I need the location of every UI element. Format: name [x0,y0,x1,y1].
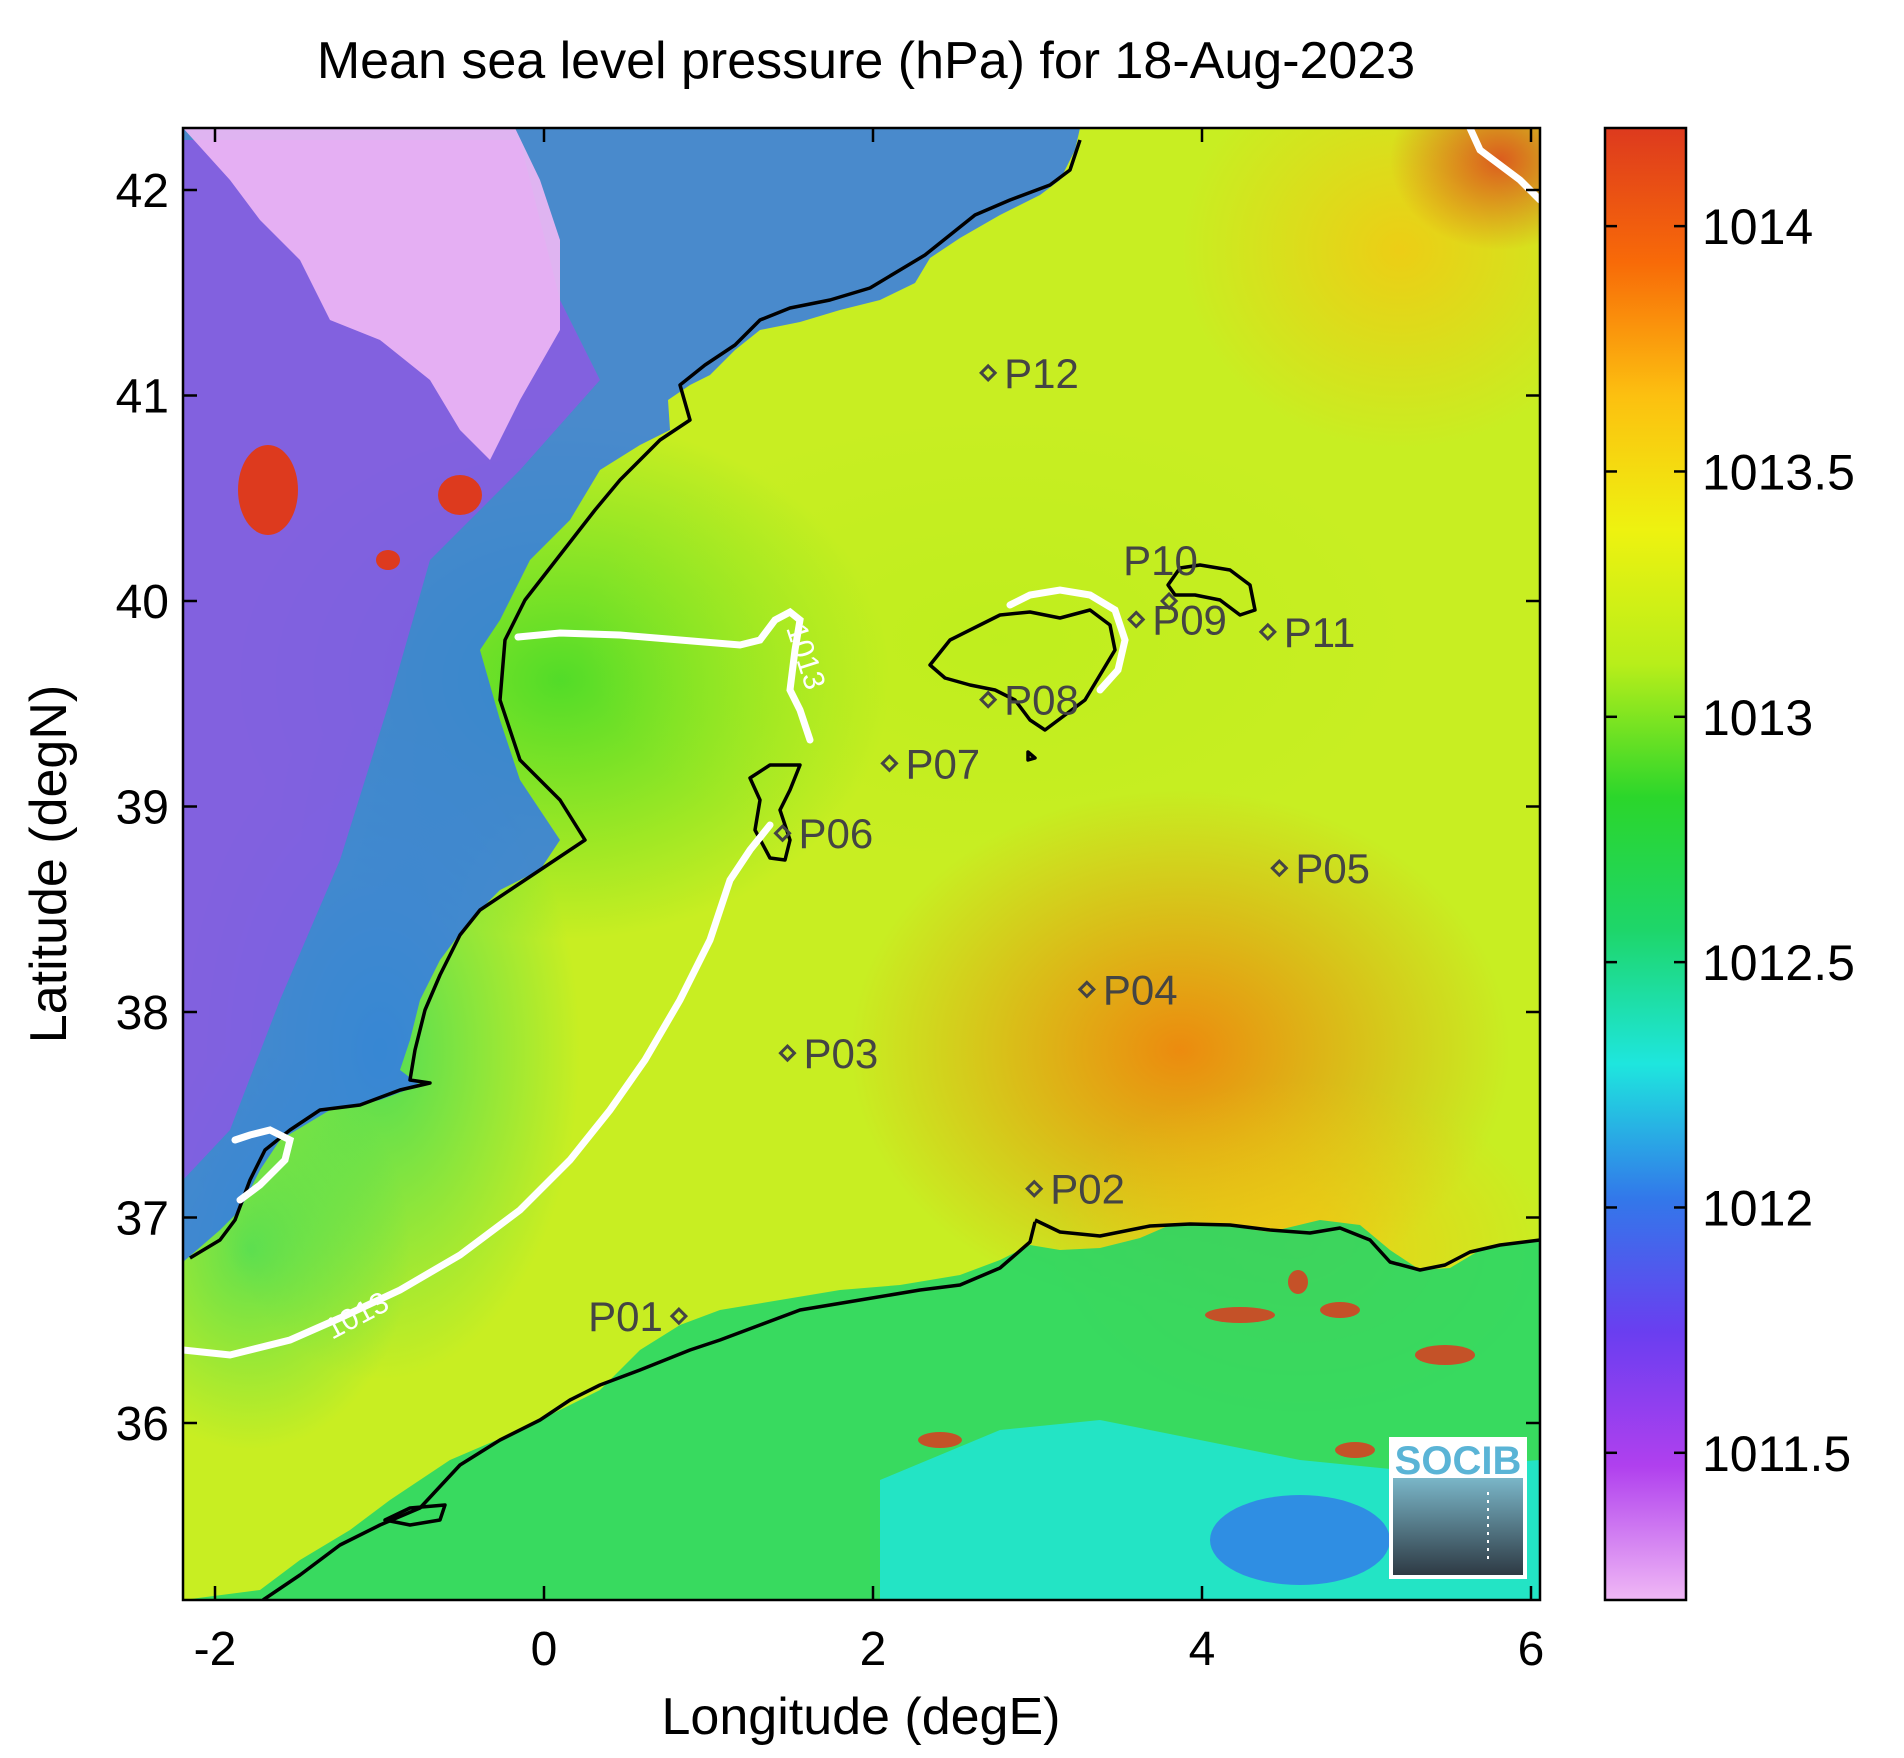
x-tick-label: 6 [1518,1623,1545,1676]
station-marker [1077,980,1096,999]
coast-segment [748,763,802,862]
contour-segment [514,607,814,744]
station-marker [1258,622,1277,641]
pressure-spot [1205,1307,1275,1323]
land-layer [183,128,1540,1600]
station-label: P10 [1123,537,1198,584]
x-tick-label: 4 [1189,1623,1216,1676]
plot-frame [181,126,1542,1602]
coast-segment [383,1503,447,1527]
coastline [189,139,1540,1600]
pressure-blob [1180,128,1540,450]
coast-segment [1034,1218,1540,1272]
pressure-spot [1335,1442,1375,1458]
station-label: P01 [588,1293,663,1340]
colorbar-tick-label: 1013.5 [1702,444,1855,500]
colorbar-ticks: 1011.5 1012 1012.5 1013 1013.5 1014 [1605,199,1855,1482]
coast-segment [928,608,1117,732]
colorbar-tick-label: 1012.5 [1702,935,1855,991]
low-pressure-zone [183,128,560,460]
chart-title: Mean sea level pressure (hPa) for 18-Aug… [317,32,1415,90]
station-label: P05 [1295,845,1370,892]
station-marker [1159,591,1179,611]
station-label: P12 [1004,350,1079,397]
colorbar-tick-label: 1011.5 [1702,1426,1851,1482]
y-tick-label: 39 [116,782,169,835]
contour-segment [183,821,774,1359]
x-axis-label: Longitude (degE) [662,1688,1061,1746]
pressure-spot [1415,1345,1475,1365]
station-label: P06 [799,810,874,857]
station-label: P03 [803,1030,878,1077]
x-tick-label: 2 [860,1623,887,1676]
pressure-field: 1013 1013 P01P02P03P04P05P06P07P08P09P10… [183,128,1540,1600]
colorbar-tick-label: 1014 [1702,199,1813,255]
y-tick-label: 38 [116,987,169,1040]
pressure-spot [238,445,298,535]
station-label: P02 [1050,1166,1125,1213]
station-marker [979,363,998,383]
station-label: P11 [1284,609,1356,656]
logo-text: SOCIB [1395,1439,1522,1483]
contour-segment [231,1126,295,1204]
pressure-spot [1320,1302,1360,1318]
colorbar-tick-label: 1013 [1702,690,1813,746]
station-label: P04 [1103,966,1178,1013]
station-marker [778,1043,797,1063]
x-tick-label: 0 [531,1623,558,1676]
station-marker [979,690,998,709]
y-axis-label: Latitude (degN) [20,685,78,1043]
contour-segment [1466,128,1540,204]
station-marker [773,824,792,843]
coast-segment [1166,563,1257,617]
coast-segment [1026,750,1037,762]
y-tick-label: 42 [116,165,169,218]
colorbar-tick-label: 1012 [1702,1180,1813,1236]
station-marker [1270,859,1289,878]
y-axis: 36 37 38 39 40 41 42 [116,165,1540,1451]
y-tick-label: 37 [116,1193,169,1246]
station-marker [880,754,899,773]
africa-low-core [1210,1495,1390,1585]
station-marker [1127,610,1146,629]
pressure-spot [438,475,482,515]
x-tick-label: -2 [194,1623,237,1676]
station-marker [1025,1179,1044,1198]
y-tick-label: 41 [116,371,169,424]
y-tick-label: 36 [116,1398,169,1451]
pressure-spot [376,550,400,570]
y-tick-label: 40 [116,576,169,629]
pressure-blob [580,410,1420,870]
colorbar [1603,126,1688,1602]
x-axis: -2 0 2 4 6 [194,128,1545,1676]
contour-segment [1006,586,1129,694]
contour-1013 [183,128,1540,1359]
coast-segment [262,1221,1037,1600]
pressure-spot [1288,1270,1308,1294]
station-label: P08 [1004,677,1079,724]
socib-logo: SOCIB [1389,1437,1527,1579]
pressure-spot [918,1432,962,1448]
station-label: P07 [905,740,980,787]
station-marker [669,1307,689,1326]
coast-segment [189,139,1082,1260]
pressure-blob [1390,128,1540,250]
